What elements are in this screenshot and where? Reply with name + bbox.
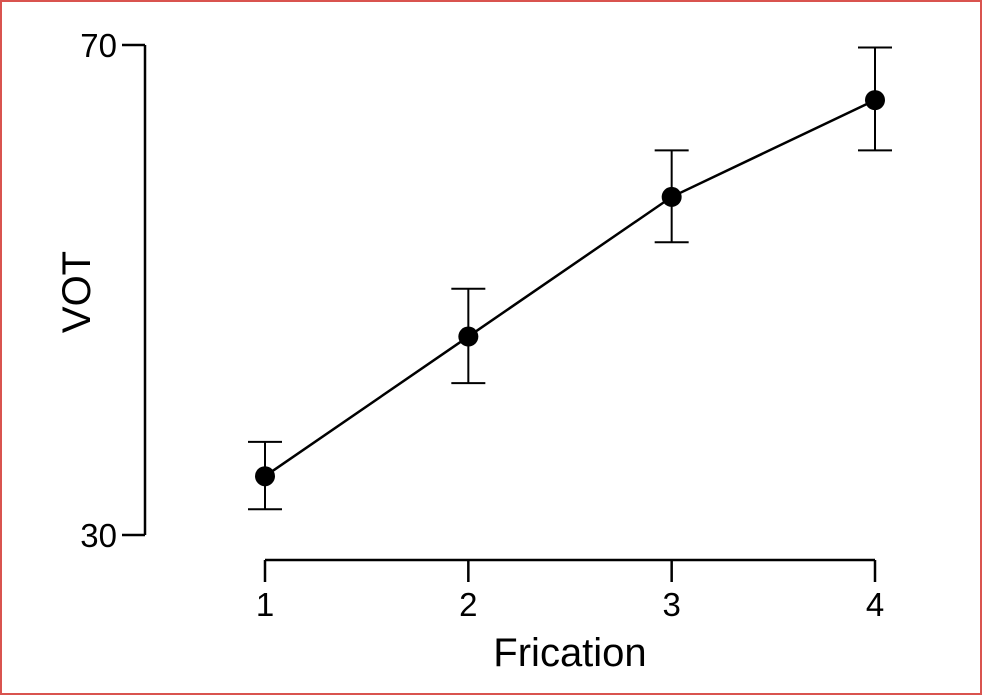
x-tick-label: 1	[256, 586, 274, 623]
x-tick-label: 3	[662, 586, 680, 623]
data-point	[255, 466, 275, 487]
data-point	[458, 326, 479, 347]
data-point	[865, 90, 885, 111]
x-tick-label: 4	[866, 586, 884, 623]
y-axis-title: VOT	[55, 251, 99, 333]
data-point	[661, 186, 682, 207]
x-tick-labels: 1 2 3 4	[256, 586, 884, 623]
x-axis	[263, 558, 877, 582]
data-points	[255, 90, 885, 487]
x-tick-label: 2	[459, 586, 477, 623]
series-line	[264, 98, 876, 478]
x-axis-title: Frication	[493, 631, 646, 675]
y-tick-labels: 30 70	[80, 27, 117, 554]
error-bars	[248, 46, 892, 511]
y-axis	[122, 43, 147, 537]
y-tick-label: 30	[80, 517, 117, 554]
y-tick-label: 70	[80, 27, 117, 64]
